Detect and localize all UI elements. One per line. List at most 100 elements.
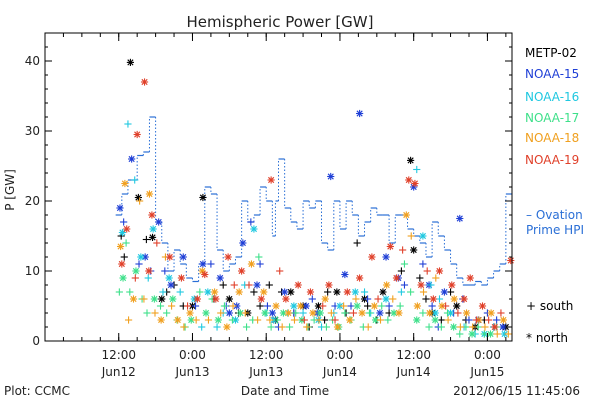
north-point (128, 155, 136, 163)
north-point (199, 193, 207, 202)
north-point (187, 316, 195, 324)
south-point (397, 288, 405, 296)
north-point (214, 316, 222, 324)
north-point (407, 156, 415, 164)
south-point (255, 253, 263, 261)
south-point (180, 323, 188, 331)
south-point (397, 267, 405, 275)
north-point (456, 214, 464, 223)
north-point (327, 172, 335, 181)
north-point (148, 233, 157, 241)
south-point (191, 302, 200, 310)
north-point (140, 78, 149, 86)
south-point (196, 288, 204, 296)
north-point (351, 288, 359, 296)
north-point (169, 295, 177, 303)
north-point (294, 281, 302, 289)
south-point (327, 309, 335, 317)
north-point (123, 225, 131, 233)
south-point (250, 288, 258, 296)
north-point (148, 211, 156, 219)
south-point (131, 176, 139, 184)
north-point (376, 309, 384, 317)
south-point (443, 309, 452, 317)
north-point (126, 58, 135, 66)
north-point (166, 253, 174, 261)
south-point (176, 288, 184, 296)
north-point (281, 288, 289, 296)
north-point (150, 295, 158, 303)
north-point (306, 288, 315, 296)
north-point (309, 309, 317, 317)
south-point (481, 323, 489, 331)
south-point (167, 302, 176, 310)
north-point (137, 253, 145, 261)
south-point (396, 302, 404, 310)
south-point (419, 288, 428, 296)
legend-item-noaa-15: NOAA-15 (525, 67, 579, 81)
north-point (346, 316, 354, 324)
north-point (435, 267, 444, 275)
north-point (411, 179, 419, 188)
legend-ovation-line1: – Ovation (526, 208, 583, 222)
north-point (282, 295, 290, 303)
north-point (202, 309, 210, 317)
south-point (465, 316, 473, 324)
legend-south-marker: + south (526, 299, 573, 313)
south-point (456, 323, 464, 331)
x-tick-date-label: Jun14 (396, 365, 431, 379)
north-point (413, 316, 421, 324)
north-point (177, 274, 186, 282)
north-point (466, 274, 474, 282)
south-point (322, 323, 331, 331)
south-point (428, 302, 436, 310)
north-point (382, 295, 390, 303)
north-point (199, 260, 207, 268)
north-point (499, 316, 507, 324)
south-point (353, 239, 361, 247)
x-tick-date-label: Jun12 (101, 365, 136, 379)
south-point (407, 232, 415, 240)
north-point (157, 316, 165, 324)
north-point (462, 309, 471, 317)
south-point (419, 309, 427, 317)
north-point (121, 179, 129, 188)
south-point (140, 295, 148, 303)
north-point (343, 288, 351, 296)
south-point (360, 288, 369, 296)
north-point (370, 302, 378, 310)
north-point (429, 295, 437, 303)
south-point (493, 330, 501, 338)
south-point (198, 323, 206, 331)
north-point (450, 323, 458, 331)
y-tick-label: 40 (25, 54, 40, 68)
south-point (163, 309, 171, 317)
south-point (120, 253, 128, 261)
south-point (285, 323, 294, 331)
north-point (239, 239, 247, 247)
north-point (507, 256, 515, 265)
legend-ovation-line2: Prime HPI (526, 223, 584, 237)
x-tick-date-label: Jun14 (322, 365, 357, 379)
y-tick-label: 0 (32, 334, 40, 348)
south-point (324, 288, 332, 296)
x-tick-date-label: Jun15 (469, 365, 504, 379)
north-point (179, 253, 187, 261)
south-point (341, 309, 349, 317)
north-point (186, 309, 194, 317)
x-tick-time-label: 0:00 (179, 348, 206, 362)
south-point (365, 309, 374, 317)
south-point (331, 316, 339, 324)
north-point (279, 309, 288, 317)
north-point (410, 183, 418, 191)
south-point (400, 281, 409, 289)
north-point (290, 302, 298, 310)
legend-item-metp-02: METP-02 (525, 46, 577, 60)
north-point (379, 288, 387, 296)
south-point (423, 267, 431, 275)
north-point (453, 302, 461, 310)
north-point (174, 316, 182, 324)
north-point (167, 281, 175, 289)
north-point (392, 274, 401, 282)
